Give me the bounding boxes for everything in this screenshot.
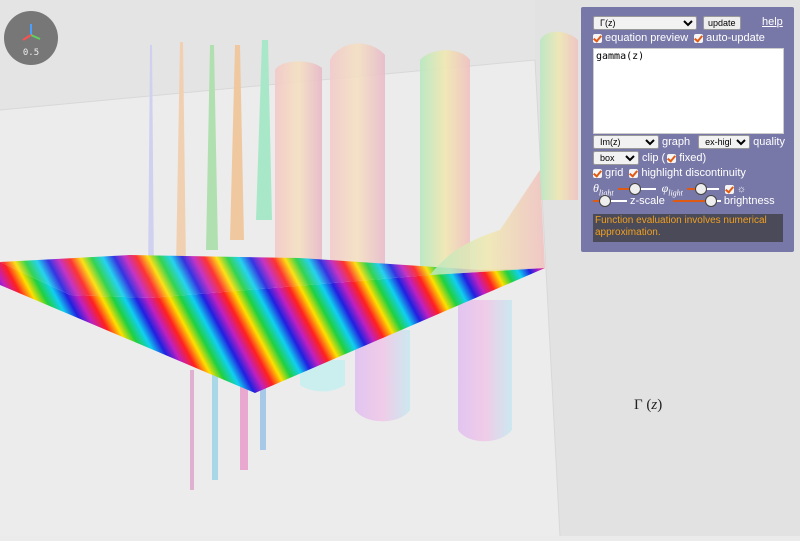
clip-select[interactable]: box — [593, 151, 639, 165]
graph-label: graph — [662, 136, 691, 148]
clip-label: clip ( — [642, 152, 666, 164]
theta-sub: light — [598, 188, 614, 198]
quality-label: quality — [753, 136, 785, 148]
phi-light-label: φlight — [662, 181, 683, 197]
equation-input[interactable]: gamma(z) — [593, 48, 784, 134]
formula-var: z — [651, 397, 658, 413]
grid-checkbox[interactable] — [593, 168, 602, 178]
sun-icon: ☼ — [736, 183, 747, 195]
formula-label: Γ (z) — [634, 397, 662, 414]
brightness-slider[interactable] — [672, 195, 721, 207]
highlight-discontinuity-label: highlight discontinuity — [641, 167, 746, 179]
axes-icon — [22, 24, 41, 41]
fixed-checkbox[interactable] — [667, 153, 677, 163]
function-select[interactable]: Γ(z) — [593, 16, 697, 30]
theta-light-label: θlight — [593, 181, 614, 197]
light-checkbox[interactable] — [724, 184, 734, 194]
update-button[interactable]: update — [703, 16, 741, 30]
help-link[interactable]: help — [762, 16, 783, 28]
grid-label: grid — [605, 167, 624, 179]
equation-preview-checkbox[interactable] — [593, 33, 602, 43]
phi-symbol: φ — [661, 181, 669, 195]
formula-suffix: ) — [657, 397, 663, 413]
zoom-level: 0.5 — [22, 48, 40, 58]
quality-select[interactable]: ex-high — [698, 135, 751, 149]
fixed-label: fixed) — [679, 152, 707, 164]
formula-prefix: Γ ( — [634, 397, 652, 413]
highlight-discontinuity-checkbox[interactable] — [629, 168, 639, 178]
equation-preview-label: equation preview — [605, 32, 689, 44]
status-message: Function evaluation involves numerical a… — [593, 214, 783, 242]
z-scale-slider[interactable] — [593, 195, 627, 207]
orientation-gizmo[interactable]: 0.5 — [4, 11, 58, 65]
graph-select[interactable]: Im(z) — [593, 135, 659, 149]
phi-light-slider[interactable] — [686, 183, 719, 196]
control-panel: Γ(z) update help equation preview auto-u… — [581, 7, 794, 252]
z-scale-label: z-scale — [630, 195, 665, 207]
phi-sub: light — [668, 188, 683, 198]
brightness-label: brightness — [723, 195, 775, 207]
auto-update-checkbox[interactable] — [694, 33, 704, 43]
theta-light-slider[interactable] — [617, 183, 656, 196]
theta-symbol: θ — [593, 181, 599, 195]
auto-update-label: auto-update — [706, 32, 765, 44]
